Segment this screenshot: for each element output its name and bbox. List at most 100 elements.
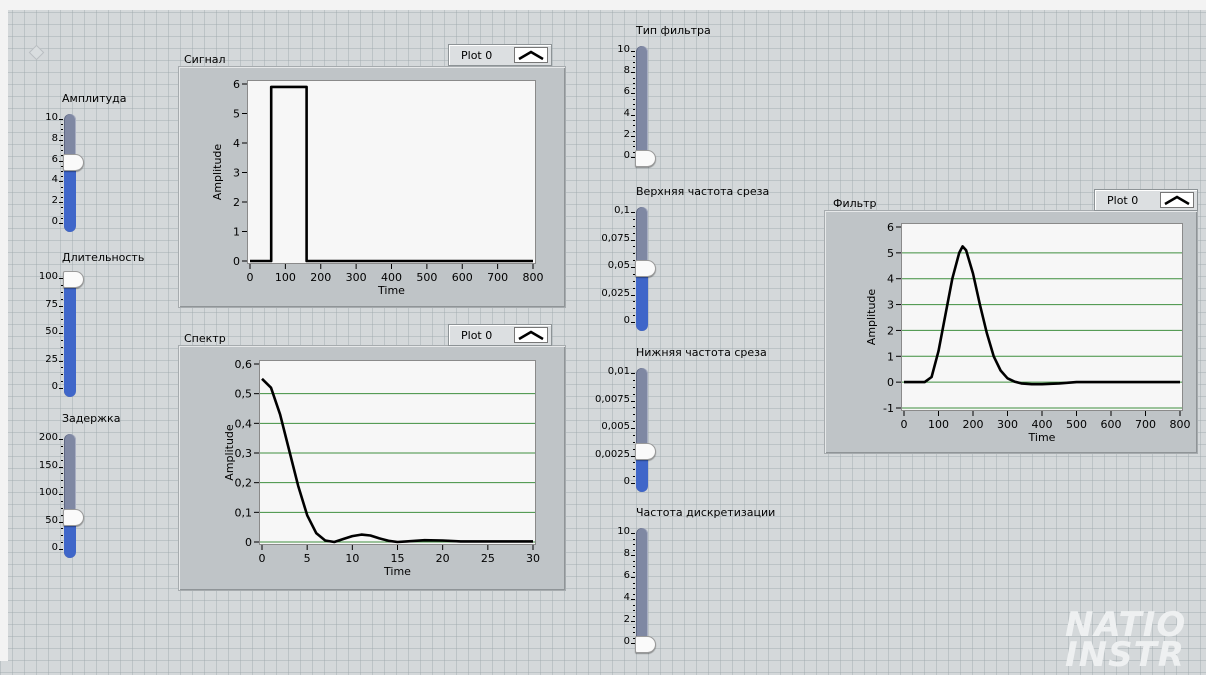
signal-plot-legend[interactable]: Plot 0 <box>448 44 552 66</box>
slider-minor-tick <box>633 593 635 595</box>
slider-tick-label: 0,1 <box>614 205 630 216</box>
x-tick-label: 700 <box>1135 418 1156 431</box>
plot-line-style-icon[interactable] <box>514 327 548 343</box>
slider-minor-tick <box>633 77 635 79</box>
slider-minor-tick <box>61 207 63 209</box>
slider-minor-tick <box>633 386 635 388</box>
slider-tick-label: 75 <box>45 298 58 310</box>
slider-track[interactable] <box>64 434 76 558</box>
slider-tick-mark <box>631 239 635 241</box>
slider-thumb[interactable] <box>63 153 84 171</box>
y-tick-label: 0,3 <box>235 447 253 460</box>
slider-tick-mark <box>59 466 63 468</box>
slider-minor-tick <box>633 273 635 275</box>
slider-minor-tick <box>633 610 635 611</box>
slider-tick-label: 8 <box>51 132 58 144</box>
slider-minor-tick <box>633 588 635 589</box>
signal-plot-area[interactable] <box>247 80 536 264</box>
slider-tick-label: 0,025 <box>601 287 630 299</box>
filter-type-label: Тип фильтра <box>636 24 711 37</box>
x-axis-label: Time <box>377 284 405 297</box>
slider-tick-label: 0,005 <box>601 421 630 432</box>
slider-fill <box>636 453 648 492</box>
slider-tick-label: 25 <box>45 353 58 365</box>
slider-minor-tick <box>61 374 63 376</box>
spectrum-plot-legend[interactable]: Plot 0 <box>448 324 552 346</box>
slider-thumb[interactable] <box>63 509 84 526</box>
filter-plot-legend[interactable]: Plot 0 <box>1094 189 1198 211</box>
slider-tick-label: 4 <box>51 174 58 186</box>
slider-tick-label: 6 <box>623 86 630 98</box>
slider-tick-label: 100 <box>38 271 58 282</box>
slider-tick-label: 0,0025 <box>595 448 630 460</box>
slider-tick-label: 4 <box>623 107 630 119</box>
slider-minor-tick <box>633 308 635 310</box>
logo-line2: INSTR <box>1065 635 1185 675</box>
slider-minor-tick <box>633 260 635 262</box>
slider-minor-tick <box>633 104 635 105</box>
slider-minor-tick <box>61 312 63 314</box>
slider-track[interactable] <box>64 273 76 397</box>
slider-tick-label: 0,01 <box>607 366 630 377</box>
slider-minor-tick <box>633 287 635 289</box>
x-tick-label: 100 <box>928 418 949 431</box>
slider-tick-mark <box>59 223 63 224</box>
slider-tick-label: 50 <box>45 514 58 526</box>
x-tick-label: 500 <box>1066 418 1087 431</box>
slider-thumb[interactable] <box>635 443 656 460</box>
slider-minor-tick <box>61 155 63 157</box>
slider-tick-label: 50 <box>45 326 58 337</box>
x-tick-label: 0 <box>247 271 254 284</box>
slider-tick-mark <box>631 483 635 484</box>
y-tick-label: 0 <box>245 536 252 549</box>
slider-minor-tick <box>61 326 63 328</box>
y-tick-label: 3 <box>887 299 894 312</box>
slider-track[interactable] <box>636 368 648 492</box>
slider-tick-label: 200 <box>38 432 58 443</box>
slider-thumb[interactable] <box>635 636 656 653</box>
slider-minor-tick <box>61 452 63 454</box>
y-tick-label: 0,5 <box>235 388 253 401</box>
slider-thumb[interactable] <box>635 150 656 167</box>
slider-tick-mark <box>631 114 635 116</box>
slider-thumb[interactable] <box>635 260 656 277</box>
slider-tick-mark <box>59 360 63 362</box>
slider-minor-tick <box>61 145 63 146</box>
slider-minor-tick <box>633 146 635 148</box>
slider-fill <box>64 163 76 232</box>
slider-minor-tick <box>633 566 635 567</box>
y-tick-label: 0 <box>233 255 240 268</box>
slider-minor-tick <box>633 582 635 584</box>
x-tick-label: 300 <box>997 418 1018 431</box>
spectrum-chart: 0,6 0,5 0,4 0,3 0,2 0,1 00 5 10 15 20 25 30 Time Ampli… <box>223 358 540 578</box>
slider-track[interactable] <box>64 114 76 232</box>
slider-tick-label: 0 <box>623 476 630 487</box>
slider-minor-tick <box>61 542 63 544</box>
slider-minor-tick <box>61 197 63 198</box>
slider-tick-label: 0 <box>623 150 630 161</box>
slider-tick-mark <box>631 599 635 600</box>
plot-line-style-icon[interactable] <box>514 47 548 63</box>
x-tick-label: 200 <box>310 271 331 284</box>
slider-minor-tick <box>61 171 63 172</box>
slider-minor-tick <box>633 615 635 617</box>
filter-plot-area[interactable] <box>901 223 1183 411</box>
slider-tick-mark <box>631 51 635 52</box>
x-tick-label: 800 <box>523 271 544 284</box>
slider-minor-tick <box>61 445 63 447</box>
y-tick-label: 1 <box>233 226 240 239</box>
x-tick-label: 600 <box>1101 418 1122 431</box>
y-tick-label: 0,4 <box>235 417 253 430</box>
slider-thumb[interactable] <box>63 271 84 288</box>
slider-tick-mark <box>631 373 635 374</box>
slider-minor-tick <box>633 448 635 450</box>
slider-minor-tick <box>633 253 635 255</box>
slider-tick-mark <box>631 400 635 402</box>
plot-line-style-icon[interactable] <box>1160 192 1194 208</box>
slider-minor-tick <box>61 165 63 167</box>
slider-tick-mark <box>631 577 635 578</box>
y-tick-label: 6 <box>233 78 240 91</box>
national-instruments-logo: NATIO INSTR <box>1065 608 1186 675</box>
y-tick-label: 0,1 <box>235 506 253 519</box>
